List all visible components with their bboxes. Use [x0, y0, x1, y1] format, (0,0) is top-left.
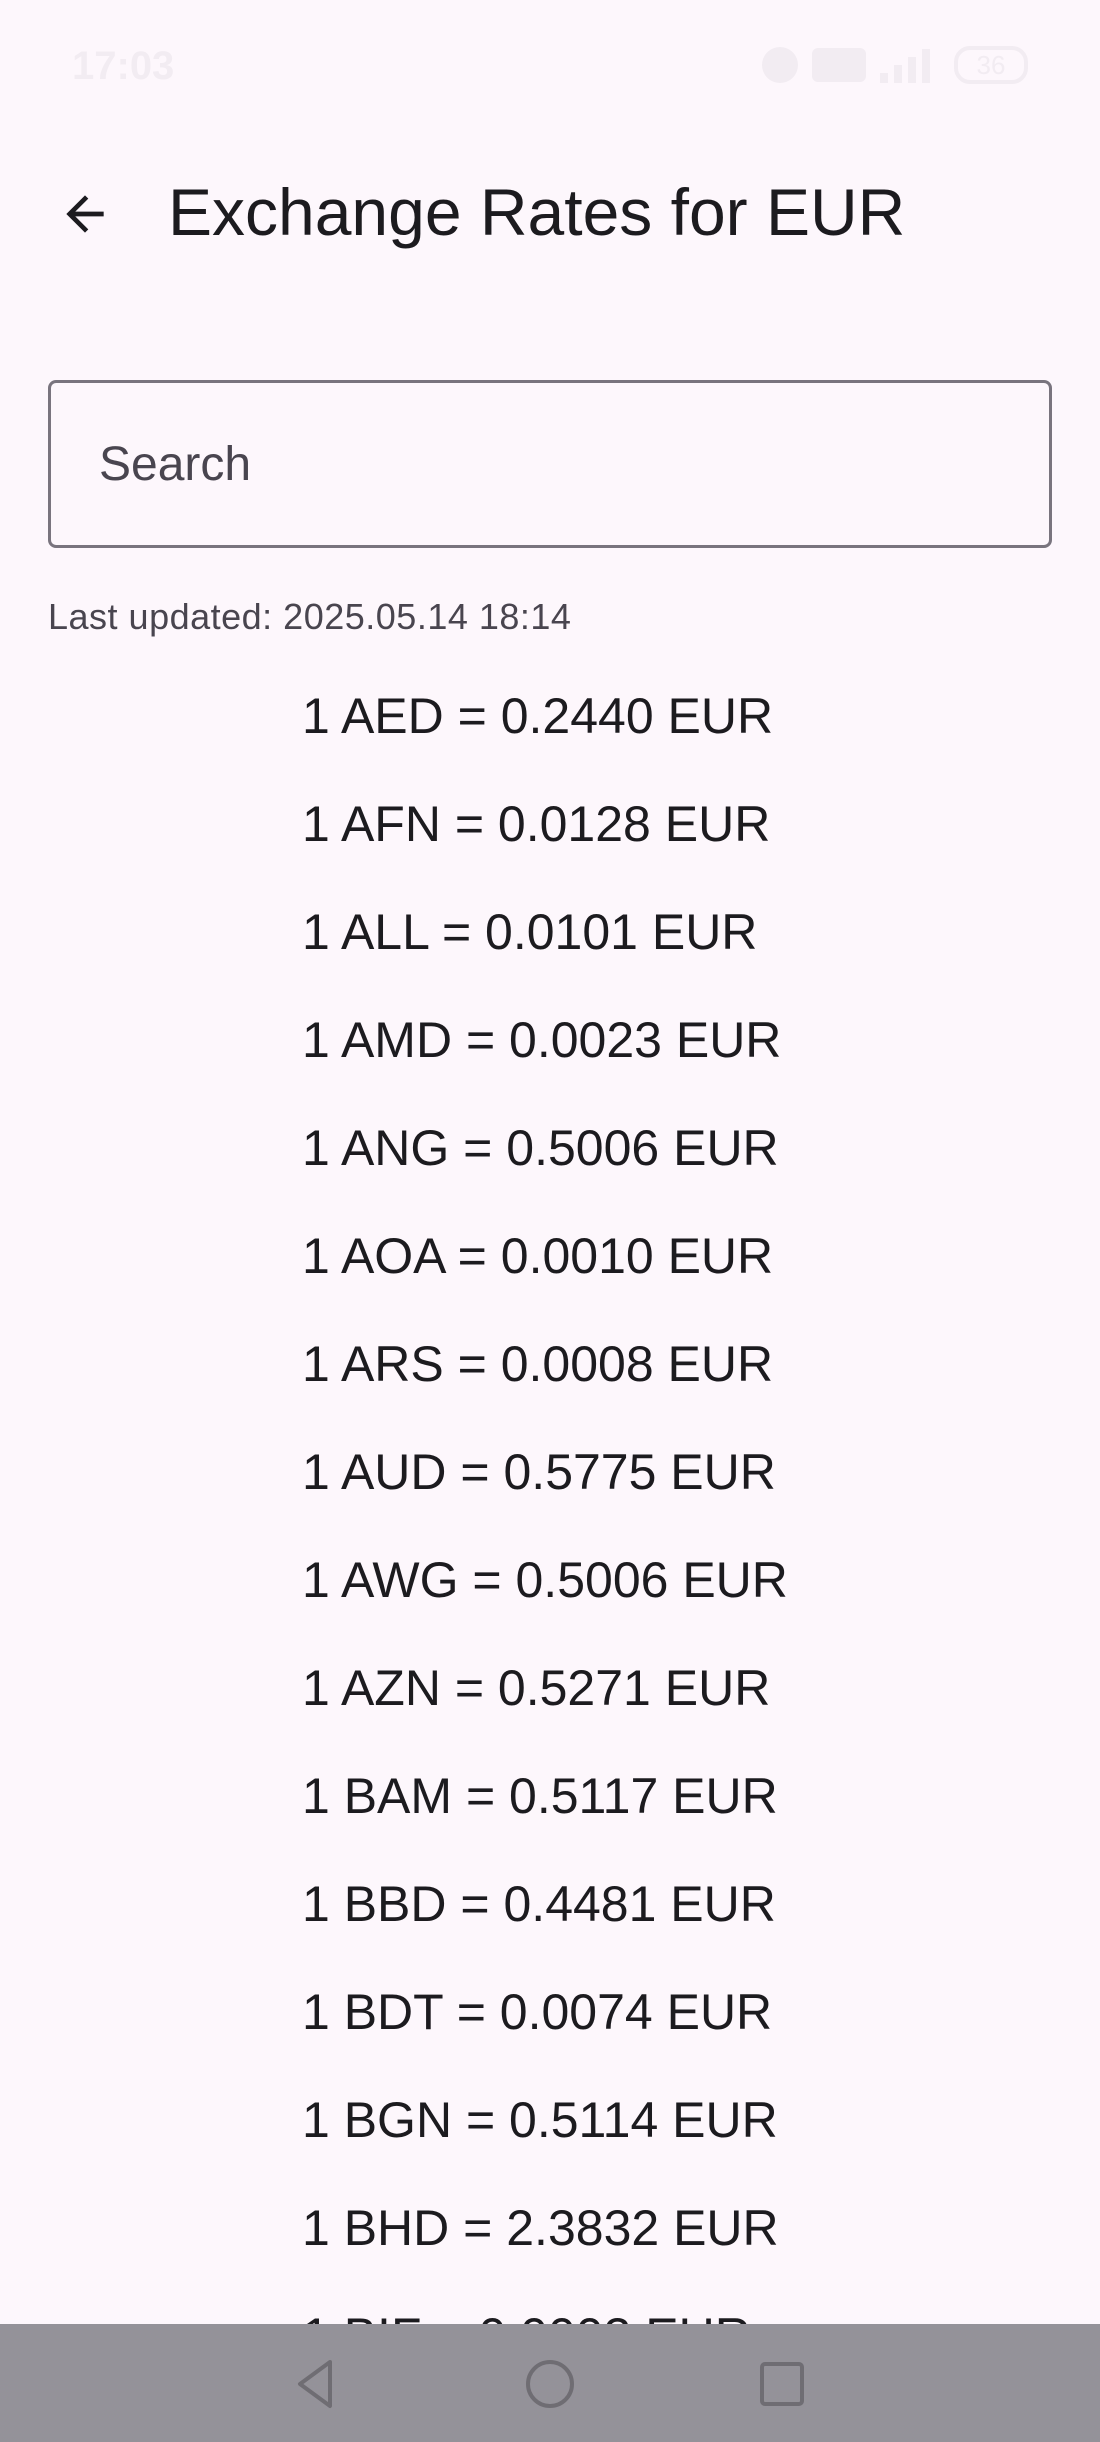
hd-badge-icon — [812, 48, 866, 82]
status-icons: 36 — [762, 46, 1028, 84]
rate-item: 1 BGN = 0.5114 EUR — [302, 2092, 778, 2148]
arrow-left-icon — [66, 195, 104, 233]
status-bar: 17:03 36 — [0, 0, 1100, 140]
rate-item: 1 BBD = 0.4481 EUR — [302, 1876, 776, 1932]
app-bar: Exchange Rates for EUR — [0, 150, 1100, 276]
signal-icon — [880, 47, 940, 83]
system-nav-bar — [0, 2324, 1100, 2442]
rate-item: 1 ALL = 0.0101 EUR — [302, 904, 758, 960]
rate-item: 1 AED = 0.2440 EUR — [302, 688, 774, 744]
rate-item: 1 BDT = 0.0074 EUR — [302, 1984, 773, 2040]
rate-item: 1 ANG = 0.5006 EUR — [302, 1120, 779, 1176]
circle-home-icon[interactable] — [520, 2354, 580, 2414]
rate-item: 1 AOA = 0.0010 EUR — [302, 1228, 774, 1284]
rate-item: 1 ARS = 0.0008 EUR — [302, 1336, 774, 1392]
alarm-icon — [762, 47, 798, 83]
rate-item: 1 AFN = 0.0128 EUR — [302, 796, 771, 852]
battery-icon: 36 — [954, 46, 1028, 84]
rate-item: 1 AWG = 0.5006 EUR — [302, 1552, 788, 1608]
status-time: 17:03 — [72, 44, 175, 88]
last-updated-label: Last updated: 2025.05.14 18:14 — [48, 596, 572, 637]
rate-item: 1 AMD = 0.0023 EUR — [302, 1012, 782, 1068]
rates-list[interactable]: 1 AED = 0.2440 EUR 1 AFN = 0.0128 EUR 1 … — [0, 660, 1100, 2324]
search-field[interactable] — [48, 380, 1052, 548]
triangle-back-icon[interactable] — [286, 2354, 346, 2414]
page-title: Exchange Rates for EUR — [168, 175, 906, 249]
search-input[interactable] — [51, 383, 1049, 545]
square-recents-icon[interactable] — [752, 2354, 812, 2414]
rate-item: 1 AZN = 0.5271 EUR — [302, 1660, 771, 1716]
rate-item: 1 AUD = 0.5775 EUR — [302, 1444, 776, 1500]
rate-item: 1 BAM = 0.5117 EUR — [302, 1768, 778, 1824]
rate-item: 1 BIF = 0.0003 EUR — [302, 2282, 751, 2324]
rate-item: 1 BHD = 2.3832 EUR — [302, 2200, 779, 2256]
back-button[interactable] — [40, 174, 130, 254]
